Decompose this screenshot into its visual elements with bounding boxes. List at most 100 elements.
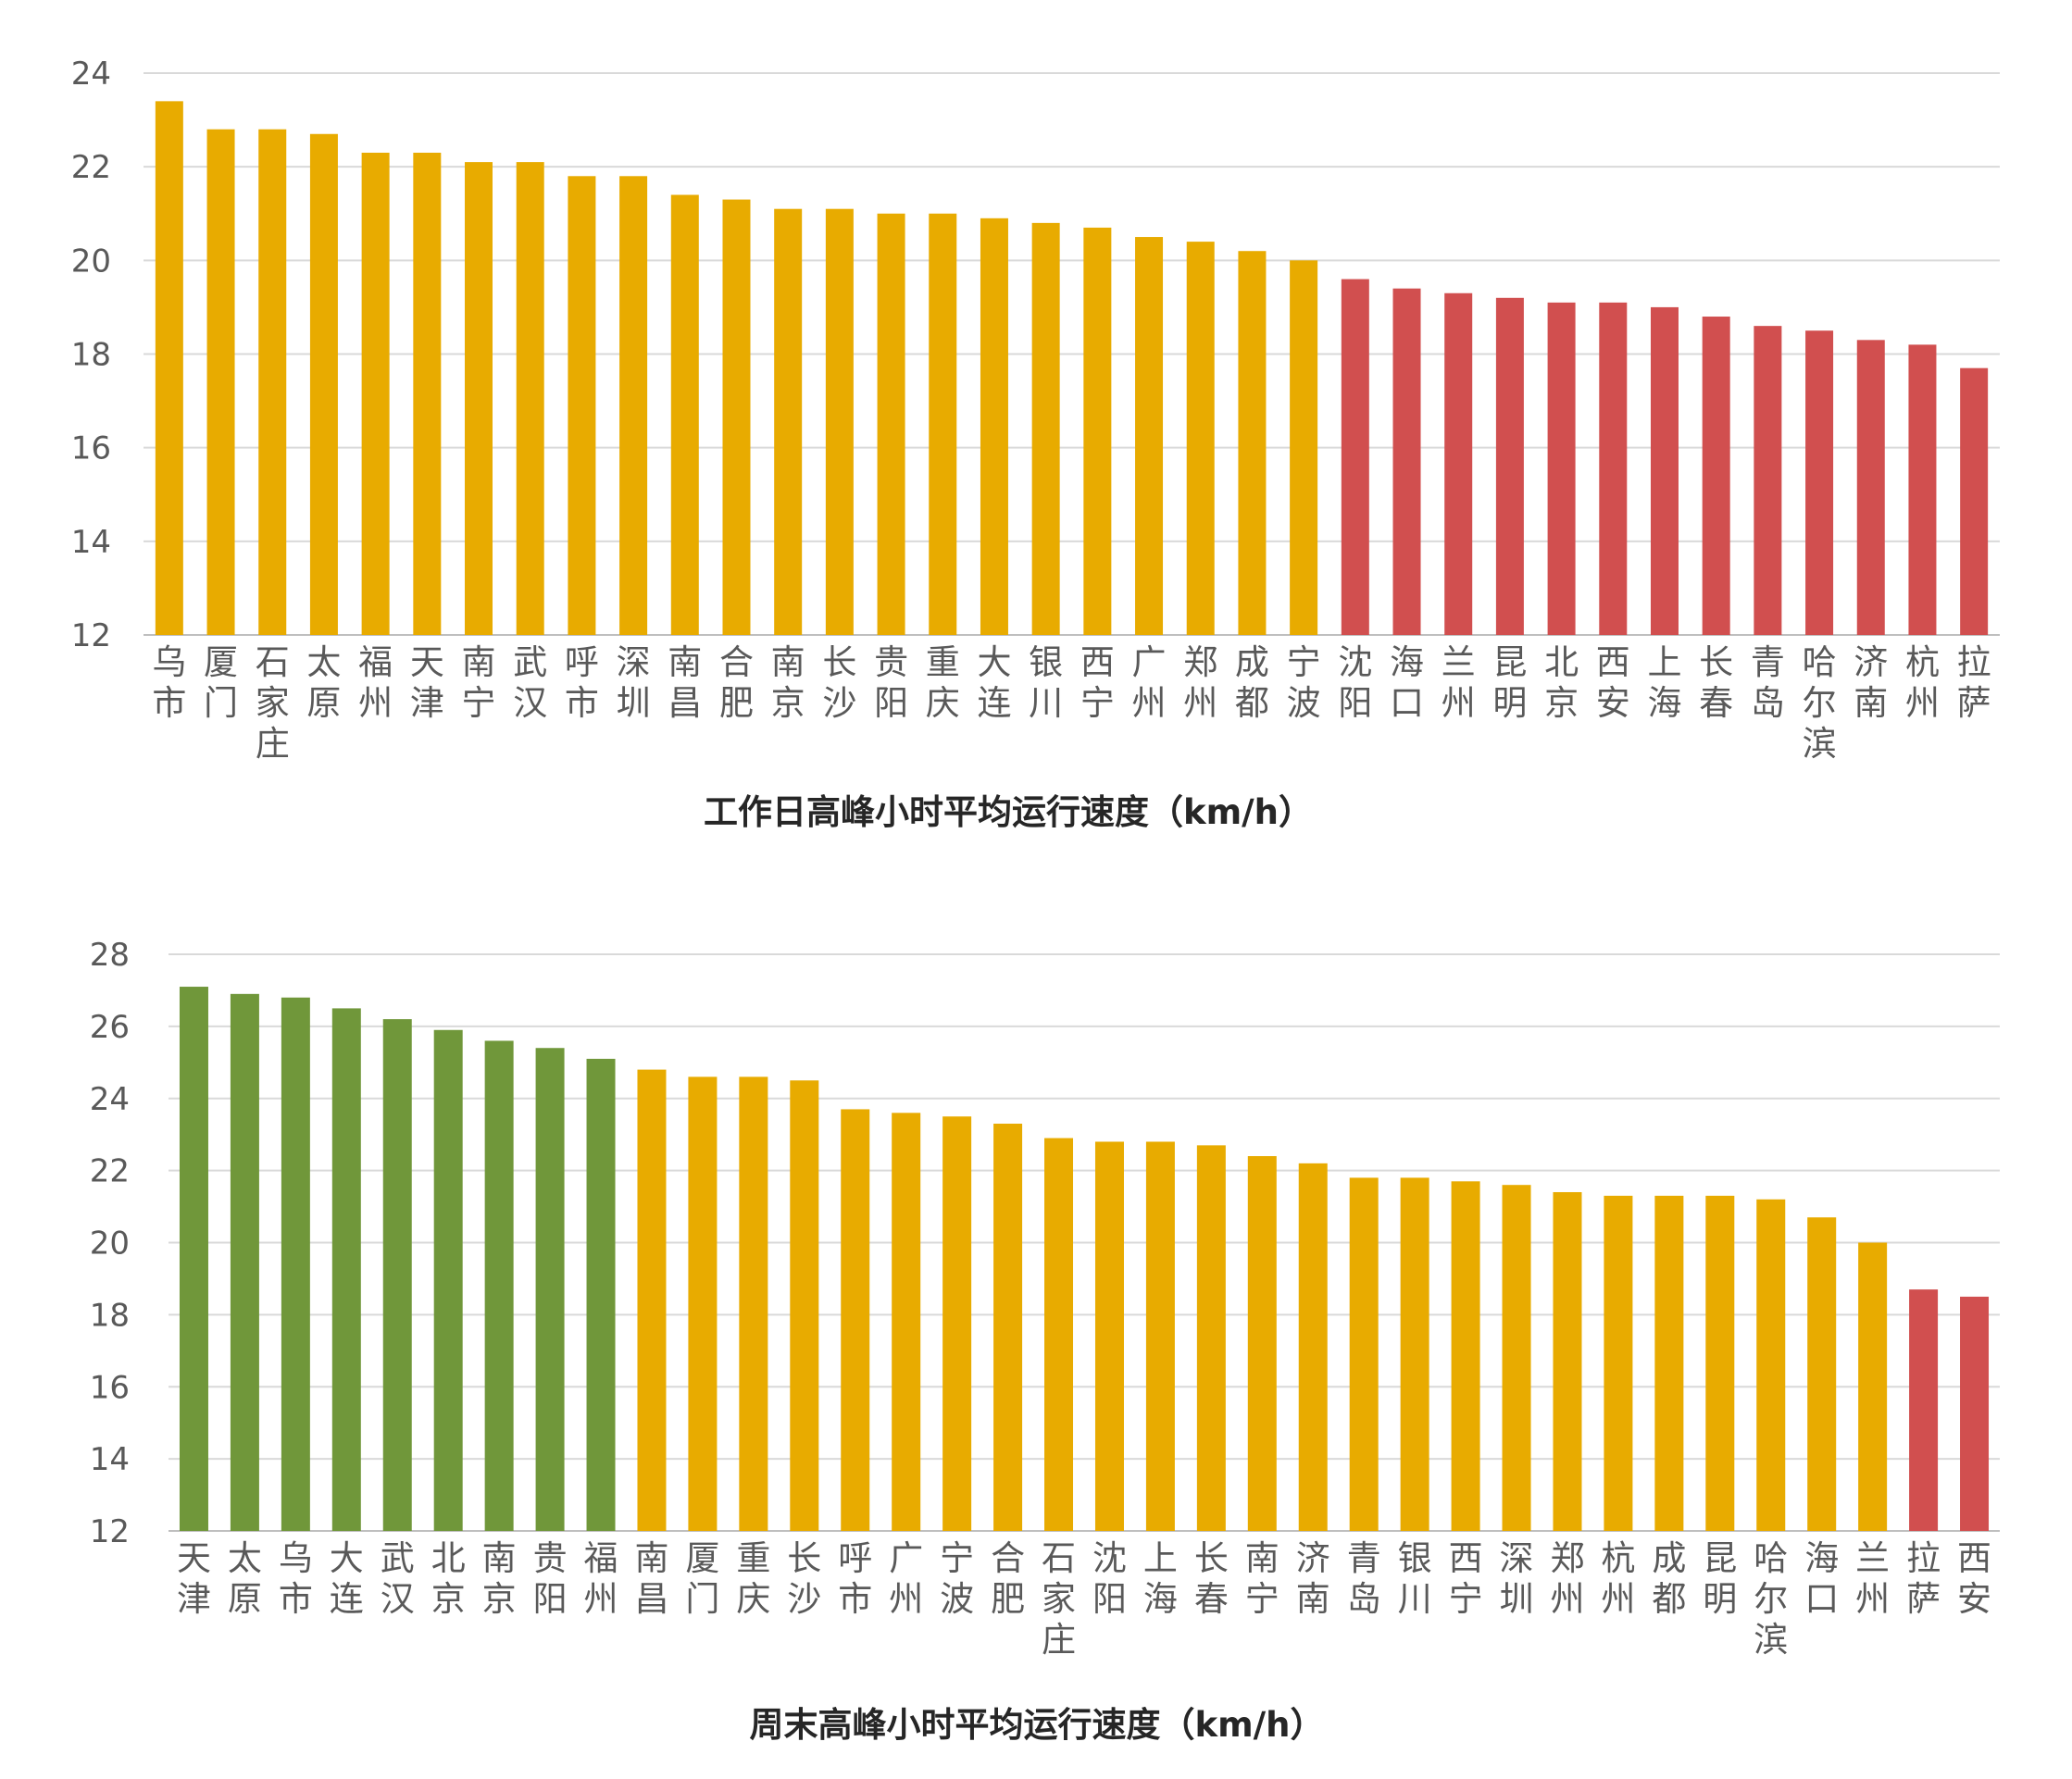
- weekend-bar: [1909, 1289, 1939, 1531]
- weekend-y-tick-label: 14: [90, 1441, 130, 1478]
- weekend-x-tick-label: 合肥: [991, 1538, 1025, 1619]
- weekday-bar: [670, 194, 699, 635]
- weekend-bar: [433, 1029, 463, 1531]
- weekday-y-tick-label: 12: [71, 617, 111, 654]
- weekday-bar: [1856, 340, 1885, 635]
- weekday-x-tick-label: 长春: [1699, 642, 1733, 723]
- weekend-bar: [1400, 1177, 1429, 1531]
- weekend-bar: [1553, 1191, 1582, 1531]
- weekend-bars: [179, 987, 1990, 1531]
- weekday-bar: [1547, 302, 1576, 635]
- weekday-x-tick-label: 广州: [1132, 642, 1167, 723]
- weekend-bar: [1960, 1296, 1990, 1531]
- weekend-peak-speed-chart: 12 14 16 18 20 22 24 26 28 天津太原乌市大连武汉北京南京贵阳福州南昌厦…: [90, 937, 2000, 1745]
- weekend-bar: [586, 1058, 616, 1531]
- weekday-bar: [1702, 317, 1730, 635]
- weekday-chart-title: 工作日高峰小时平均运行速度（km/h）: [704, 792, 1313, 832]
- weekday-bar: [1444, 292, 1473, 635]
- weekday-x-tick-label: 贵阳: [874, 642, 908, 723]
- weekend-y-tick-label: 22: [90, 1153, 130, 1190]
- weekend-x-tick-label: 银川: [1398, 1538, 1432, 1619]
- weekday-bar: [155, 101, 183, 636]
- weekend-bar: [1756, 1199, 1786, 1531]
- weekend-y-tick-label: 18: [90, 1297, 130, 1334]
- weekend-bar: [993, 1124, 1023, 1531]
- weekday-x-tick-label: 青岛: [1751, 642, 1785, 723]
- weekday-bar: [1238, 251, 1267, 635]
- weekend-x-tick-label: 长沙: [787, 1538, 821, 1619]
- weekend-bar: [1247, 1156, 1277, 1531]
- weekday-bar: [1186, 242, 1215, 635]
- weekday-bar: [465, 162, 493, 635]
- weekday-x-tick-label: 南京: [771, 642, 805, 723]
- weekend-x-tick-label: 深圳: [1500, 1538, 1534, 1619]
- weekend-bar: [1451, 1181, 1480, 1531]
- weekend-bar: [230, 993, 259, 1531]
- weekday-x-tick-label: 宁波: [1287, 642, 1321, 723]
- weekend-x-tick-label: 宁波: [940, 1538, 974, 1619]
- weekend-x-axis: 天津太原乌市大连武汉北京南京贵阳福州南昌厦门重庆长沙呼市广州宁波合肥石家庄沈阳上…: [177, 1538, 1991, 1660]
- weekend-x-tick-label: 南昌: [634, 1538, 668, 1619]
- weekend-x-tick-label: 成都: [1652, 1538, 1686, 1619]
- weekday-y-tick-label: 16: [71, 430, 111, 467]
- weekday-x-tick-label: 郑州: [1183, 642, 1217, 723]
- weekday-bar: [1290, 260, 1318, 635]
- weekday-bar: [361, 152, 390, 635]
- weekend-y-axis: 12 14 16 18 20 22 24 26 28: [90, 937, 130, 1550]
- weekday-x-tick-label: 北京: [1544, 642, 1579, 723]
- weekday-x-tick-label: 哈尔滨: [1803, 642, 1837, 764]
- weekday-bar: [877, 213, 905, 635]
- weekday-gridlines: [144, 72, 2000, 636]
- weekend-bar: [1094, 1141, 1124, 1531]
- weekday-peak-speed-chart: 12 14 16 18 20 22 24 乌市厦门石家庄太原福州天津南宁武汉呼市深圳南昌合肥…: [71, 56, 2000, 832]
- weekend-x-tick-label: 呼市: [838, 1538, 872, 1619]
- weekend-x-tick-label: 上海: [1143, 1538, 1178, 1619]
- weekday-x-tick-label: 合肥: [719, 642, 754, 723]
- weekend-y-tick-label: 26: [90, 1009, 130, 1046]
- weekday-x-tick-label: 天津: [410, 642, 444, 723]
- weekend-bar: [688, 1076, 718, 1531]
- weekday-x-tick-label: 重庆: [926, 642, 960, 723]
- weekday-x-tick-label: 乌市: [152, 642, 186, 723]
- weekend-x-tick-label: 长春: [1194, 1538, 1229, 1619]
- weekday-x-tick-label: 福州: [358, 642, 393, 723]
- weekday-x-tick-label: 杭州: [1905, 642, 1940, 723]
- weekend-x-tick-label: 北京: [431, 1538, 466, 1619]
- weekday-bar: [722, 199, 751, 635]
- weekday-bar: [1960, 367, 1989, 635]
- weekday-bar: [825, 208, 854, 636]
- weekday-bar: [1754, 326, 1782, 635]
- weekday-bar: [258, 129, 287, 635]
- weekday-x-tick-label: 拉萨: [1957, 642, 1991, 723]
- weekend-x-tick-label: 杭州: [1601, 1538, 1635, 1619]
- weekday-bars: [155, 101, 1989, 636]
- weekday-x-tick-label: 武汉: [513, 642, 547, 723]
- weekday-bar: [1908, 344, 1937, 635]
- weekend-x-tick-label: 贵阳: [533, 1538, 568, 1619]
- weekend-x-tick-label: 天津: [177, 1538, 211, 1619]
- weekend-bar: [1654, 1195, 1684, 1531]
- weekday-y-tick-label: 22: [71, 149, 111, 186]
- weekday-x-tick-label: 沈阳: [1338, 642, 1372, 723]
- weekday-y-tick-label: 14: [71, 524, 111, 561]
- weekday-x-tick-label: 石家庄: [256, 642, 290, 764]
- weekend-bar: [637, 1069, 667, 1531]
- weekday-bar: [1083, 227, 1112, 636]
- weekday-x-tick-label: 太原: [306, 642, 341, 723]
- weekday-bar: [1392, 288, 1421, 635]
- weekend-bar: [1858, 1242, 1888, 1531]
- weekend-x-tick-label: 福州: [584, 1538, 618, 1619]
- weekday-bar: [1599, 302, 1628, 635]
- weekday-x-tick-label: 西宁: [1080, 642, 1115, 723]
- weekday-bar: [413, 152, 442, 635]
- weekend-bar: [382, 1019, 412, 1531]
- weekday-y-axis: 12 14 16 18 20 22 24: [71, 56, 111, 654]
- weekday-x-tick-label: 银川: [1029, 642, 1063, 723]
- weekend-y-tick-label: 12: [90, 1513, 130, 1550]
- weekday-bar: [1495, 297, 1524, 635]
- weekday-bar: [1805, 330, 1834, 635]
- weekend-x-tick-label: 青岛: [1347, 1538, 1381, 1619]
- weekend-bar: [841, 1109, 870, 1531]
- weekday-bar: [568, 176, 596, 636]
- weekday-bar: [206, 129, 235, 635]
